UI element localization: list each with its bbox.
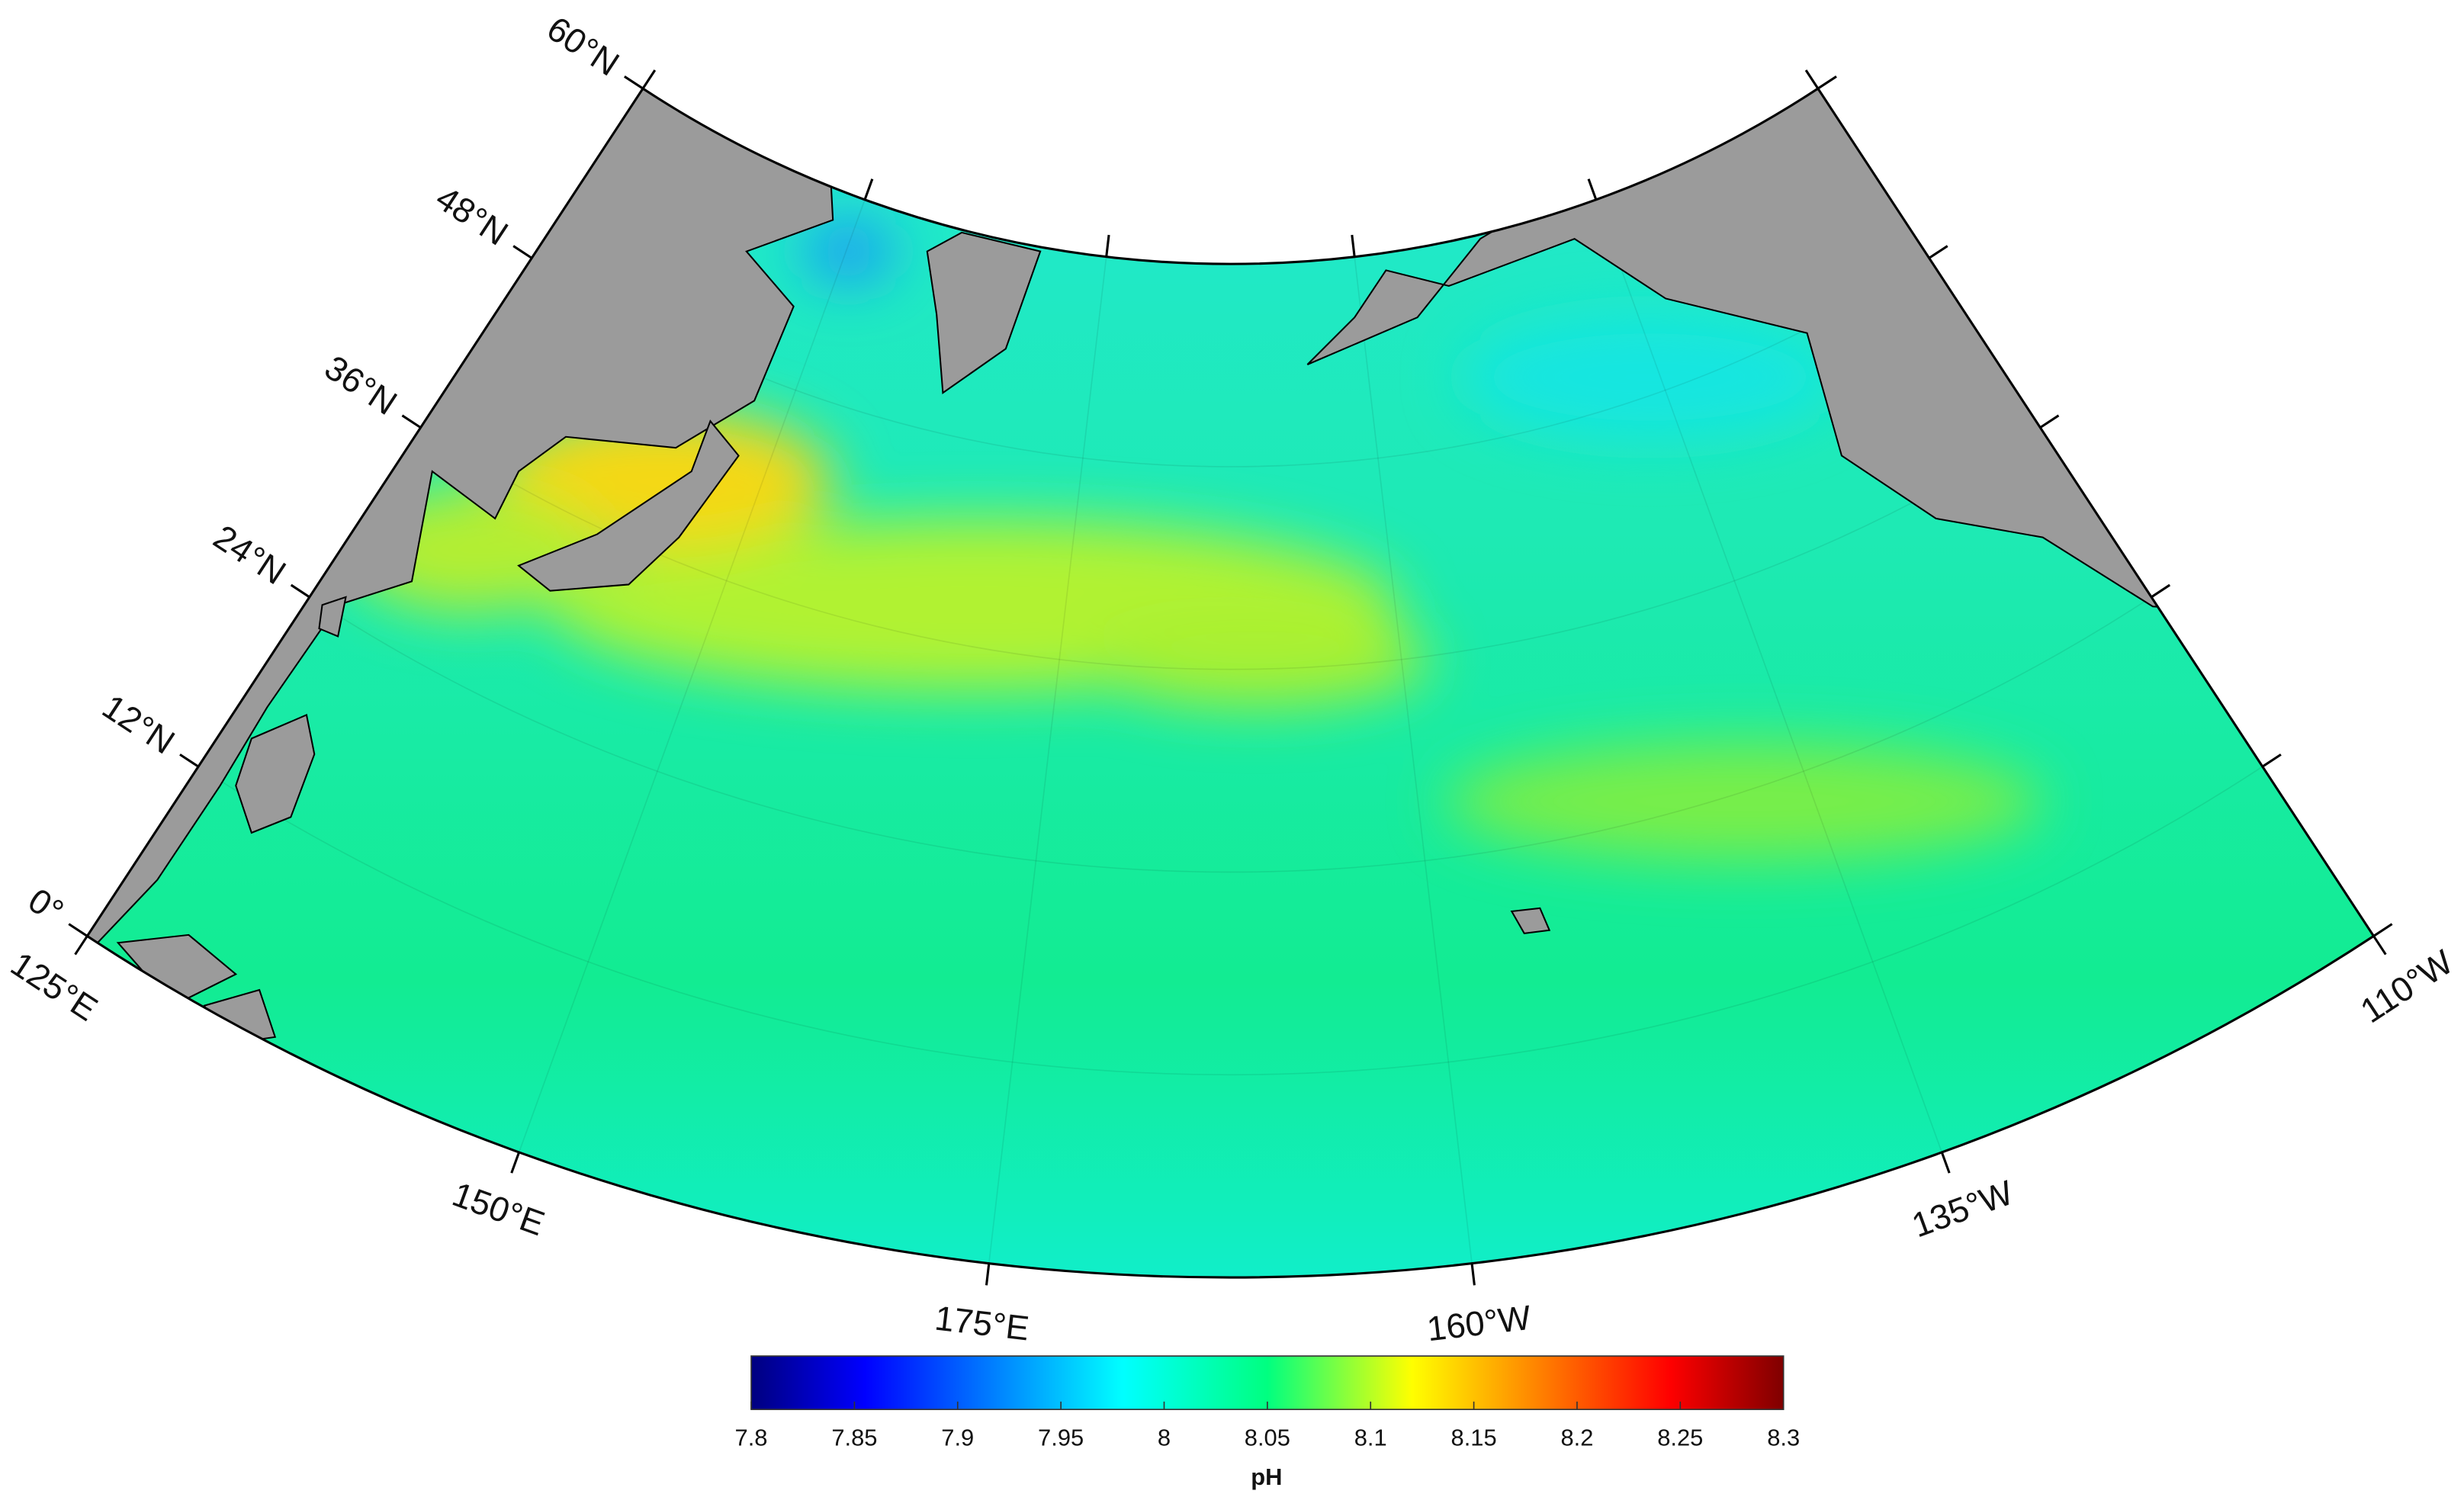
colorbar-tick-label: 8.3 [1767,1424,1800,1451]
colorbar-tick-label: 7.95 [1038,1424,1084,1451]
lon-tick [1105,234,1110,257]
lon-label: 150°E [448,1174,550,1243]
parallel [309,596,2152,873]
ph-region [1084,612,1431,708]
lon-tick [863,178,874,201]
lat-label: 0° [21,881,70,931]
lat-tick [2151,583,2171,599]
colorbar-tick-label: 7.9 [941,1424,974,1451]
colorbar-tick-label: 8.05 [1245,1424,1290,1451]
ph-region [1445,741,2043,862]
lat-tick [512,245,533,259]
colorbar-tick-label: 8.1 [1354,1424,1387,1451]
hawaii [1510,907,1551,934]
lon-tick [2372,935,2387,956]
philippines [235,714,316,834]
colorbar-tick-label: 8.15 [1451,1424,1497,1451]
colorbar-tick-label: 8.25 [1657,1424,1703,1451]
lat-tick [1928,245,1948,259]
lon-tick [641,69,657,89]
meridian [988,256,1107,1264]
parallel [198,766,2263,1076]
lon-label: 160°W [1425,1298,1533,1348]
lon-label: 125°E [4,944,104,1029]
lon-label: 135°W [1907,1173,2018,1245]
lat-tick [179,753,199,768]
taiwan [318,596,347,638]
colorbar-tick-label: 8 [1158,1424,1171,1451]
lat-label: 12°N [95,687,182,762]
lat-tick [624,75,644,90]
japan [517,419,740,592]
lat-label: 24°N [207,517,293,592]
lon-tick [74,935,88,956]
lat-tick [2039,414,2060,429]
colorbar-label: pH [1251,1463,1282,1490]
lat-label: 60°N [540,8,626,83]
lon-tick [1587,178,1598,201]
map-frame [85,86,2376,1279]
lon-tick [510,1152,521,1174]
meridian [1595,199,1943,1153]
lon-label: 110°W [2353,942,2459,1030]
lon-tick [1804,69,1820,89]
lat-tick [2372,923,2393,937]
lat-label: 36°N [318,348,404,422]
lat-tick [401,414,422,429]
colorbar [750,1355,1785,1410]
lat-tick [68,923,88,937]
meridian [518,199,866,1153]
lat-label: 48°N [429,178,516,253]
lon-tick [1351,234,1356,257]
lat-tick [1817,75,1837,90]
colorbar-tick-label: 7.85 [831,1424,877,1451]
lon-tick [985,1263,991,1286]
ph-region [1461,314,1839,440]
lat-tick [2261,753,2282,768]
lat-tick [290,583,310,599]
lon-tick [1940,1152,1951,1174]
lon-label: 175°E [933,1299,1031,1348]
kamchatka [926,231,1042,394]
meridian [1354,256,1473,1264]
lon-tick [1470,1263,1476,1286]
ph-region [801,220,896,283]
colorbar-tick-label: 7.8 [735,1424,768,1451]
colorbar-tick-label: 8.2 [1560,1424,1593,1451]
